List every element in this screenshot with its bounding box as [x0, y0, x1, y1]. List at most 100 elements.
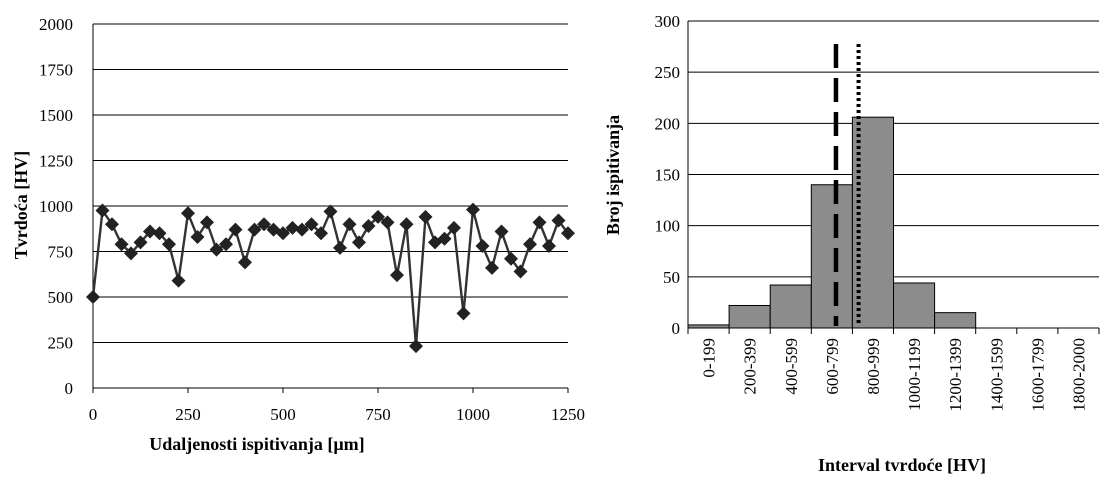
data-point: [333, 240, 347, 255]
right-x-tick-label: 200-399: [741, 338, 760, 395]
data-point: [95, 203, 110, 218]
right-x-axis-label: Interval tvrdoće [HV]: [818, 455, 986, 475]
right-y-tick-label: 50: [663, 268, 680, 287]
data-point: [447, 220, 461, 235]
data-point: [238, 255, 252, 270]
data-point: [304, 217, 319, 232]
right-x-tick-label: 1800-2000: [1069, 338, 1088, 412]
left-gridlines: [93, 23, 568, 343]
left-x-tick-label: 0: [89, 405, 98, 424]
left-x-axis-label: Udaljenosti ispitivanja [µm]: [149, 434, 364, 454]
data-point: [257, 217, 271, 232]
data-point: [133, 235, 148, 250]
right-x-tick-label: 1000-1199: [905, 338, 924, 411]
data-point: [152, 226, 167, 241]
data-point: [276, 226, 290, 241]
data-point: [409, 339, 423, 354]
data-point: [124, 246, 138, 261]
data-point: [456, 306, 471, 321]
left-x-tick-label: 250: [175, 405, 201, 424]
histogram-bar: [934, 312, 977, 329]
data-point: [523, 237, 537, 252]
right-y-tick-label: 0: [672, 319, 681, 338]
reference-lines: [833, 44, 861, 326]
hardness-series: [86, 202, 575, 354]
data-point: [190, 229, 205, 244]
right-x-tick-label: 1600-1799: [1028, 338, 1047, 412]
right-x-tick-label: 800-999: [864, 338, 883, 395]
left-y-tick-label: 2000: [39, 15, 73, 34]
data-point: [86, 290, 100, 304]
data-point: [143, 224, 157, 239]
histogram-bar: [893, 282, 936, 329]
left-y-tick-labels: 0 250 500 750 1000 1250 1500 1750 2000: [39, 15, 73, 398]
left-y-tick-label: 1000: [39, 197, 73, 216]
data-point: [285, 220, 300, 235]
right-x-tick-label: 1200-1399: [946, 338, 965, 412]
histogram-bar: [728, 304, 771, 329]
right-x-tick-label: 1400-1599: [987, 338, 1006, 412]
data-point: [323, 204, 338, 219]
left-y-axis-label: Tvrdoća [HV]: [11, 151, 31, 259]
data-point: [162, 237, 176, 252]
data-point: [314, 226, 328, 241]
left-y-tick-label: 1500: [39, 106, 73, 125]
left-x-tick-label: 1000: [456, 405, 490, 424]
data-point: [399, 217, 414, 232]
data-point: [494, 224, 509, 239]
data-point: [475, 239, 490, 254]
right-y-tick-label: 200: [655, 114, 681, 133]
right-x-tick-label: 400-599: [782, 338, 801, 395]
hardness-profile-chart: 0 250 500 750 1000 1250 1500 1750 2000 0 250 500 75…: [11, 15, 585, 454]
right-y-tick-label: 250: [655, 63, 681, 82]
data-point: [105, 217, 119, 232]
data-point: [418, 209, 433, 224]
data-point: [466, 202, 480, 217]
data-point: [380, 215, 395, 230]
left-y-tick-label: 750: [48, 243, 74, 262]
left-y-tick-label: 500: [48, 288, 74, 307]
right-y-tick-label: 150: [655, 166, 681, 185]
data-point: [247, 222, 262, 237]
right-y-axis-label: Broj ispitivanja: [603, 115, 623, 235]
data-point: [485, 260, 499, 275]
data-point: [200, 215, 214, 230]
histogram-bars: [687, 116, 977, 329]
right-axes: [687, 21, 1100, 334]
left-x-tick-label: 750: [365, 405, 391, 424]
left-axes: [92, 24, 569, 393]
data-point: [219, 237, 233, 252]
data-point: [504, 251, 518, 266]
left-y-tick-label: 250: [48, 334, 74, 353]
histogram-bar: [769, 284, 812, 329]
data-point: [390, 268, 404, 283]
data-point: [352, 235, 366, 250]
data-point: [437, 231, 452, 246]
data-point: [114, 237, 129, 252]
data-point: [361, 219, 376, 234]
data-point: [228, 222, 243, 237]
data-point: [542, 239, 556, 254]
hardness-histogram-chart: 0 50 100 150 200 250 300 0-199 200-399 400-599 60…: [603, 12, 1100, 475]
left-y-tick-label: 1750: [39, 61, 73, 80]
right-x-tick-label: 600-799: [823, 338, 842, 395]
histogram-bar: [810, 184, 853, 329]
left-x-tick-label: 500: [270, 405, 296, 424]
left-x-tick-labels: 0 250 500 750 1000 1250: [89, 405, 585, 424]
right-y-tick-labels: 0 50 100 150 200 250 300: [655, 12, 681, 338]
data-point: [209, 242, 224, 257]
left-x-tick-label: 1250: [551, 405, 585, 424]
data-point: [513, 264, 528, 279]
data-point: [342, 217, 357, 232]
right-x-tick-label: 0-199: [700, 338, 719, 378]
data-point: [532, 215, 547, 230]
right-y-tick-label: 100: [655, 217, 681, 236]
right-y-tick-label: 300: [655, 12, 681, 31]
data-point: [551, 213, 566, 228]
data-point: [295, 222, 309, 237]
data-point: [181, 206, 195, 221]
left-y-tick-label: 1250: [39, 152, 73, 171]
data-point: [171, 273, 186, 288]
left-y-tick-label: 0: [65, 379, 74, 398]
